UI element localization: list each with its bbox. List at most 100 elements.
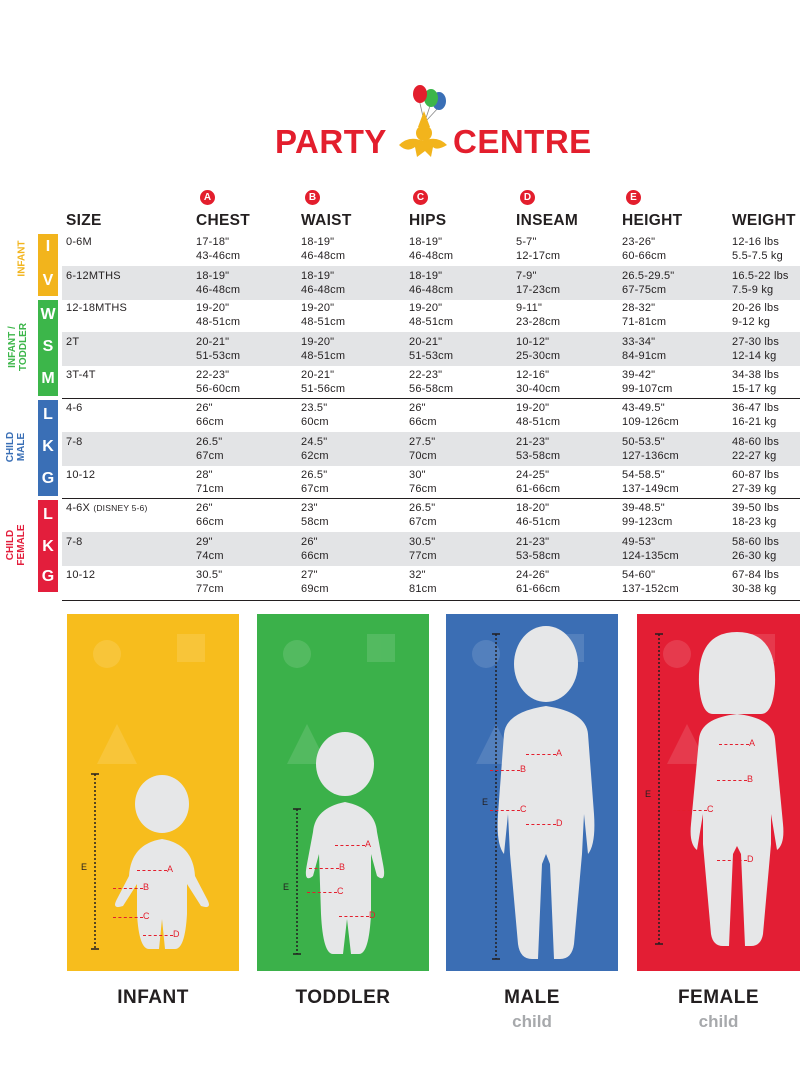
cell-weight: 34-38 lbs 15-17 kg <box>732 369 779 396</box>
cell-text: 24-25" 61-66cm <box>516 469 561 495</box>
cell-weight: 48-60 lbs 22-27 kg <box>732 436 779 463</box>
measure-line <box>113 888 143 889</box>
cell-waist: 24.5" 62cm <box>301 436 329 463</box>
cell-text: 26.5-29.5" 67-75cm <box>622 270 675 296</box>
cell-hips: 27.5" 70cm <box>409 436 437 463</box>
size-letter: G <box>41 568 55 585</box>
cell-text: 29" 74cm <box>196 536 224 562</box>
body-silhouette-icon <box>472 626 595 960</box>
marker-e: E <box>81 861 88 872</box>
size-letter: V <box>42 272 54 289</box>
table-row: 7-8 26.5" 67cm 24.5" 62cm 27.5" 70cm 21-23" … <box>62 432 800 466</box>
measure-line <box>113 917 143 918</box>
size-letter: L <box>43 406 53 423</box>
cell-waist: 20-21" 51-56cm <box>301 369 345 396</box>
marker-e: E <box>283 881 290 892</box>
panel-infant: E A B C D <box>67 614 239 971</box>
size-letter: G <box>41 470 55 487</box>
cell-size: 10-12 <box>66 469 95 483</box>
size-letter: L <box>43 506 53 523</box>
cell-size: 4-6 <box>66 402 83 416</box>
measure-line <box>335 845 365 846</box>
size-group: CHILD MALE L K G <box>0 398 60 498</box>
cell-text: 7-8 <box>66 436 83 448</box>
size-note: (DISNEY 5-6) <box>93 503 148 513</box>
group-label: CHILD MALE <box>5 431 27 463</box>
cell-inseam: 19-20" 48-51cm <box>516 402 560 429</box>
table-row: 2T 20-21" 51-53cm 19-20" 48-51cm 20-21" 51-… <box>62 332 800 366</box>
cell-size: 12-18MTHS <box>66 302 127 316</box>
cell-chest: 19-20" 48-51cm <box>196 302 240 329</box>
cell-text: 23.5" 60cm <box>301 402 329 428</box>
cell-weight: 67-84 lbs 30-38 kg <box>732 569 779 596</box>
header-label: WAIST <box>301 212 352 229</box>
measure-line <box>719 744 749 745</box>
cell-text: 39-50 lbs 18-23 kg <box>732 502 780 528</box>
cell-text: 60-87 lbs 27-39 kg <box>732 469 780 495</box>
cell-chest: 17-18" 43-46cm <box>196 236 240 263</box>
cell-text: 26" 66cm <box>409 402 437 428</box>
cell-text: 30.5" 77cm <box>196 569 224 595</box>
cell-text: 18-19" 46-48cm <box>196 270 241 296</box>
group-label: CHILD FEMALE <box>5 524 27 566</box>
cell-inseam: 21-23" 53-58cm <box>516 436 560 463</box>
body-silhouette-icon <box>91 634 209 950</box>
table-row: 10-12 30.5" 77cm 27" 69cm 32" 81cm 24-26" 61… <box>62 565 800 599</box>
cell-text: 12-16" 30-40cm <box>516 369 561 395</box>
cell-weight: 20-26 lbs 9-12 kg <box>732 302 779 329</box>
cell-text: 32" 81cm <box>409 569 437 595</box>
header-label: SIZE <box>66 212 102 229</box>
cell-weight: 27-30 lbs 12-14 kg <box>732 336 779 363</box>
cell-text: 22-23" 56-58cm <box>409 369 454 395</box>
badge-a: A <box>200 190 215 205</box>
panel-toddler: E A B C D <box>257 614 429 971</box>
cell-text: 54-60" 137-152cm <box>622 569 679 595</box>
cell-text: 26.5" 67cm <box>409 502 437 528</box>
cell-inseam: 9-11" 23-28cm <box>516 302 560 329</box>
cell-size: 10-12 <box>66 569 95 583</box>
cell-text: 58-60 lbs 26-30 kg <box>732 536 780 562</box>
panel-caption: FEMALE <box>677 987 760 1008</box>
cell-text: 9-11" 23-28cm <box>516 302 561 328</box>
cell-waist: 19-20" 48-51cm <box>301 302 345 329</box>
cell-size: 6-12MTHS <box>66 270 121 284</box>
cell-height: 39-42" 99-107cm <box>622 369 673 396</box>
cell-waist: 27" 69cm <box>301 569 329 596</box>
cell-text: 23" 58cm <box>301 502 329 528</box>
panel-caption: INFANT <box>117 987 189 1008</box>
cell-text: 18-19" 46-48cm <box>409 236 454 262</box>
cell-text: 10-12 <box>66 469 96 481</box>
cell-text: 27" 69cm <box>301 569 329 595</box>
cell-text: 7-9" 17-23cm <box>516 270 561 296</box>
cell-hips: 26" 66cm <box>409 402 437 429</box>
cell-text: 12-16 lbs 5.5-7.5 kg <box>732 236 783 262</box>
cell-text: 17-18" 43-46cm <box>196 236 241 262</box>
table-header: SIZE A CHEST B WAIST C HIPS D INSEAM E H… <box>0 190 800 230</box>
cell-text: 28" 71cm <box>196 469 224 495</box>
cell-text: 30" 76cm <box>409 469 437 495</box>
cell-text: 39-48.5" 99-123cm <box>622 502 673 528</box>
header-label: CHEST <box>196 212 251 229</box>
cell-waist: 23.5" 60cm <box>301 402 329 429</box>
cell-inseam: 12-16" 30-40cm <box>516 369 560 396</box>
measure-line <box>307 892 337 893</box>
cell-weight: 36-47 lbs 16-21 kg <box>732 402 779 429</box>
cell-weight: 12-16 lbs 5.5-7.5 kg <box>732 236 783 263</box>
panel-caption: TODDLER <box>295 987 391 1008</box>
cell-chest: 18-19" 46-48cm <box>196 270 240 297</box>
cell-chest: 26" 66cm <box>196 502 224 529</box>
cell-text: 27.5" 70cm <box>409 436 437 462</box>
size-letter: I <box>45 238 51 255</box>
measure-line <box>339 916 369 917</box>
cell-text: 21-23" 53-58cm <box>516 536 561 562</box>
party-centre-logo: PARTY CENTRE <box>275 85 615 165</box>
cell-weight: 16.5-22 lbs 7.5-9 kg <box>732 270 789 297</box>
marker-b: B <box>747 774 754 784</box>
cell-size: 7-8 <box>66 436 83 450</box>
cell-hips: 26.5" 67cm <box>409 502 437 529</box>
marker-e: E <box>482 796 489 807</box>
cell-text: 19-20" 48-51cm <box>301 302 346 328</box>
badge-b: B <box>305 190 320 205</box>
cell-hips: 20-21" 51-53cm <box>409 336 453 363</box>
